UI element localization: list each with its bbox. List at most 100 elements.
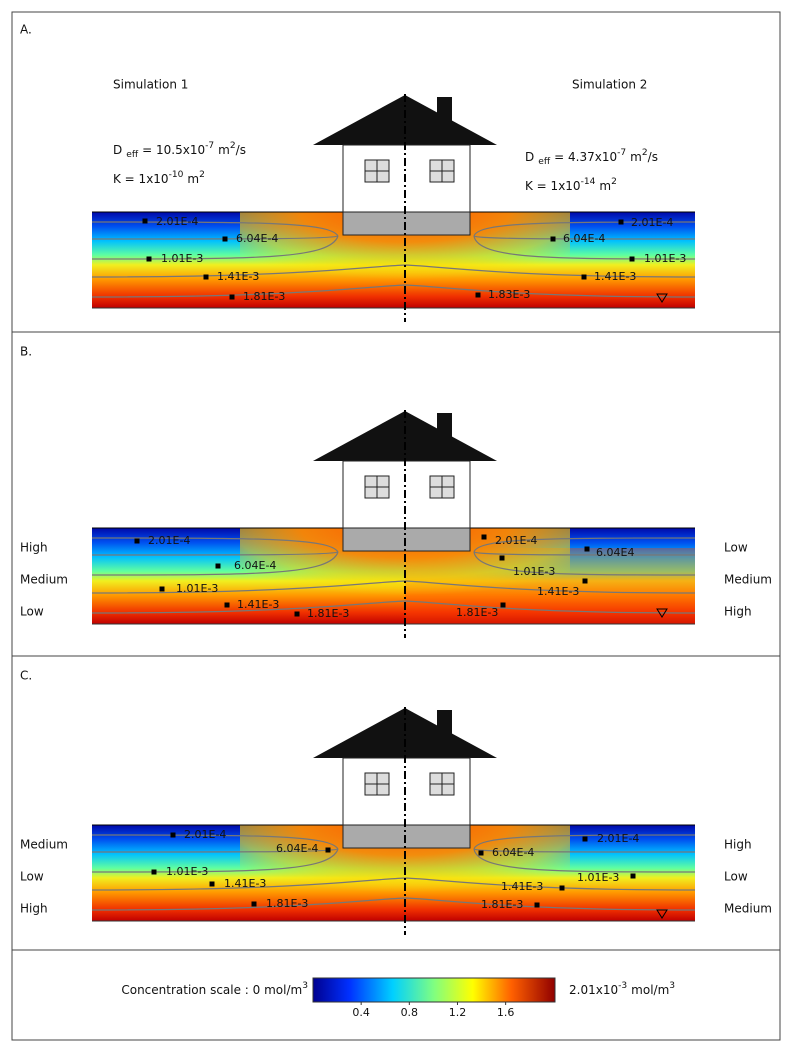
contour-label: 6.04E-4 bbox=[492, 846, 534, 859]
layer-label: Medium bbox=[724, 902, 772, 916]
contour-marker bbox=[630, 873, 636, 879]
contour-label: 2.01E-4 bbox=[184, 828, 226, 841]
contour-label: 2.01E-4 bbox=[631, 216, 673, 229]
contour-marker bbox=[481, 534, 487, 540]
layer-label: High bbox=[20, 902, 48, 916]
contour-line bbox=[91, 235, 696, 240]
layer-label: Low bbox=[20, 870, 44, 884]
contour-label: 1.01E-3 bbox=[161, 252, 203, 265]
colorbar-tick-label: 1.6 bbox=[497, 1006, 515, 1019]
colorbar-tick-label: 1.2 bbox=[449, 1006, 467, 1019]
contour-marker bbox=[559, 885, 565, 891]
contour-marker bbox=[582, 578, 588, 584]
contour-marker bbox=[581, 274, 587, 280]
contour-marker bbox=[159, 586, 165, 592]
colorbar-max-label-part: 2.01x10 bbox=[569, 983, 618, 997]
roof bbox=[313, 411, 497, 461]
permeability: K = 1x10-14 m2 bbox=[525, 176, 617, 192]
colorbar-tick-label: 0.4 bbox=[352, 1006, 370, 1019]
contour-label: 1.83E-3 bbox=[488, 288, 530, 301]
contour-marker bbox=[224, 602, 230, 608]
diffusion-coefficient-part: /s bbox=[236, 143, 246, 157]
contour-label: 1.01E-3 bbox=[166, 865, 208, 878]
layer-label: High bbox=[724, 605, 752, 619]
contour-label: 6.04E-4 bbox=[563, 232, 605, 245]
contour-label: 2.01E-4 bbox=[597, 832, 639, 845]
colorbar-max-label-part: -3 bbox=[618, 980, 627, 990]
contour-label: 6.04E-4 bbox=[234, 559, 276, 572]
diffusion-coefficient-part: -7 bbox=[617, 147, 626, 157]
permeability-part: m bbox=[599, 179, 611, 193]
diffusion-coefficient-part: D bbox=[113, 143, 122, 157]
contour-line bbox=[91, 848, 696, 873]
contour-line bbox=[91, 848, 696, 853]
contour-label: 6.04E-4 bbox=[276, 842, 318, 855]
permeability-part: K = 1x10 bbox=[525, 179, 581, 193]
contour-label: 1.81E-3 bbox=[481, 898, 523, 911]
permeability-part: m bbox=[187, 172, 199, 186]
simulation-title: Simulation 2 bbox=[572, 78, 647, 92]
contour-marker bbox=[534, 902, 540, 908]
contour-marker bbox=[151, 869, 157, 875]
contour-label: 1.41E-3 bbox=[217, 270, 259, 283]
foundation bbox=[342, 824, 471, 849]
contour-marker bbox=[209, 881, 215, 887]
foundation bbox=[342, 211, 471, 236]
contour-label: 1.41E-3 bbox=[594, 270, 636, 283]
contour-marker bbox=[550, 236, 556, 242]
colorbar-max-label-part: 3 bbox=[669, 980, 675, 990]
diffusion-coefficient-part: -7 bbox=[205, 140, 214, 150]
diffusion-coefficient-part: = 10.5x10 bbox=[142, 143, 205, 157]
roof bbox=[313, 708, 497, 758]
chimney bbox=[437, 413, 452, 443]
permeability: K = 1x10-10 m2 bbox=[113, 169, 205, 185]
panel-label: C. bbox=[20, 669, 32, 683]
diffusion-coefficient-part: eff bbox=[538, 156, 551, 166]
contour-marker bbox=[582, 836, 588, 842]
contour-label: 1.01E-3 bbox=[577, 871, 619, 884]
contour-label: 1.41E-3 bbox=[537, 585, 579, 598]
contour-label: 1.81E-3 bbox=[266, 897, 308, 910]
layer-label: Medium bbox=[20, 838, 68, 852]
contour-line bbox=[91, 284, 696, 298]
contour-label: 1.41E-3 bbox=[501, 880, 543, 893]
contour-line bbox=[91, 600, 696, 614]
diffusion-coefficient-part: m bbox=[630, 150, 642, 164]
permeability-part: 2 bbox=[611, 176, 617, 186]
water-table bbox=[656, 293, 668, 303]
diffusion-coefficient-part: 2 bbox=[230, 140, 236, 150]
contour-marker bbox=[629, 256, 635, 262]
roof bbox=[313, 95, 497, 145]
diffusion-coefficient-part: eff bbox=[126, 149, 139, 159]
contour-marker bbox=[251, 901, 257, 907]
layer-label: Low bbox=[724, 541, 748, 555]
diffusion-coefficient-part: 2 bbox=[642, 147, 648, 157]
contour-marker bbox=[584, 546, 590, 552]
water-table bbox=[656, 608, 668, 618]
contour-line bbox=[91, 551, 696, 556]
contour-label: 2.01E-4 bbox=[495, 534, 537, 547]
contour-marker bbox=[500, 602, 506, 608]
colorbar-label: Concentration scale : 0 mol/m3 bbox=[121, 980, 308, 996]
colorbar-tick-label: 0.8 bbox=[401, 1006, 419, 1019]
contour-label: 2.01E-4 bbox=[156, 215, 198, 228]
contour-label: 2.01E-4 bbox=[148, 534, 190, 547]
panel-label: A. bbox=[20, 23, 32, 37]
panel-label: B. bbox=[20, 345, 32, 359]
contour-marker bbox=[215, 563, 221, 569]
permeability-part: -14 bbox=[581, 176, 596, 186]
layer-label: Medium bbox=[724, 573, 772, 587]
layer-label: Low bbox=[724, 870, 748, 884]
contour-marker bbox=[325, 847, 331, 853]
diffusion-coefficient-part: /s bbox=[648, 150, 658, 164]
foundation bbox=[342, 527, 471, 552]
colorbar-max-label: 2.01x10-3 mol/m3 bbox=[569, 980, 675, 996]
contour-marker bbox=[142, 218, 148, 224]
contour-label: 1.01E-3 bbox=[513, 565, 555, 578]
contour-label: 1.81E-3 bbox=[307, 607, 349, 620]
colorbar-label-part: Concentration scale : 0 mol/m bbox=[121, 983, 302, 997]
water-table bbox=[656, 909, 668, 919]
